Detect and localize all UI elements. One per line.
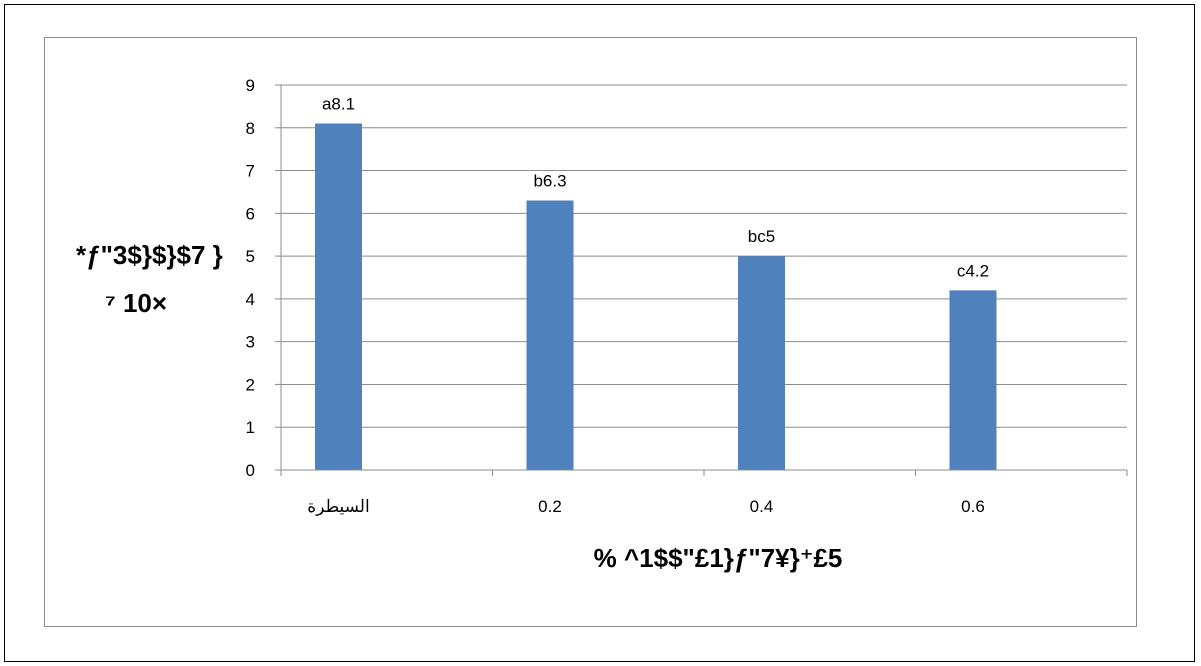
y-tick-label: 4 <box>246 290 255 309</box>
y-tick-label: 2 <box>246 375 255 394</box>
y-tick-label: 1 <box>246 418 255 437</box>
axes <box>275 84 1128 476</box>
y-tick-labels: 0 1 2 3 4 5 6 7 8 9 <box>246 76 255 480</box>
x-tick-label: 0.4 <box>750 497 774 516</box>
y-tick-label: 7 <box>246 162 255 181</box>
x-tick-label: 0.2 <box>538 497 562 516</box>
bar <box>315 123 362 470</box>
x-axis-title: % ^1$$"£1}ƒ"7¥}⁺£5 <box>594 543 843 573</box>
y-tick-label: 3 <box>246 333 255 352</box>
y-tick-label: 6 <box>246 204 255 223</box>
y-tick-label: 5 <box>246 247 255 266</box>
data-label: b6.3 <box>533 172 566 191</box>
outer-frame <box>4 4 1195 662</box>
y-axis-title-line2: ⁷ 10× <box>105 288 167 318</box>
data-label: a8.1 <box>322 95 355 114</box>
data-label: bc5 <box>748 227 775 246</box>
bars <box>315 123 997 470</box>
y-tick-label: 9 <box>246 76 255 95</box>
data-labels: a8.1 b6.3 bc5 c4.2 <box>322 95 989 281</box>
bar <box>526 200 574 470</box>
data-label: c4.2 <box>957 261 989 280</box>
bar <box>949 290 997 470</box>
y-tick-label: 0 <box>246 461 255 480</box>
chart-area-frame <box>44 37 1137 627</box>
x-tick-label: السيطرة <box>307 497 369 516</box>
gridlines <box>281 84 1127 428</box>
bar <box>738 256 785 470</box>
x-tick-label: 0.6 <box>961 497 985 516</box>
x-tick-labels: السيطرة 0.2 0.4 0.6 <box>307 497 985 516</box>
y-axis-title-line1: *ƒ"3$}$}$7 } <box>76 240 223 270</box>
y-tick-label: 8 <box>246 119 255 138</box>
